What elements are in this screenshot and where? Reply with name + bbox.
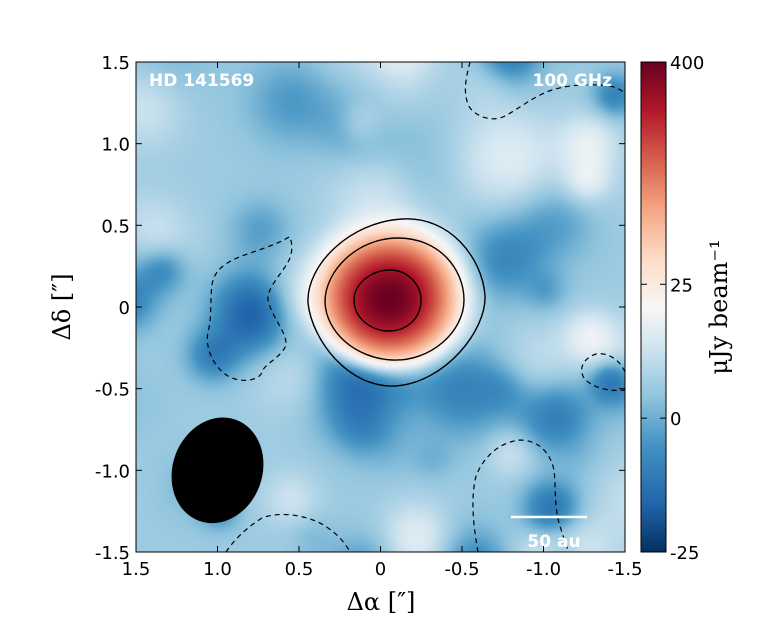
contour-inner: [353, 269, 422, 332]
frequency-label: 100 GHz: [533, 71, 613, 91]
y-tick-label: -1.0: [95, 461, 130, 482]
x-tick-label: 0.5: [285, 559, 314, 580]
x-tick-label: -1.5: [607, 559, 642, 580]
colorbar-tick-label: -25: [670, 543, 699, 564]
colorbar: [640, 61, 667, 553]
y-tick-label: 0: [119, 298, 130, 319]
contour-layer: [206, 62, 625, 552]
object-label: HD 141569: [149, 71, 254, 91]
y-tick-label: -0.5: [95, 380, 130, 401]
colorbar-tick-label: 400: [670, 53, 704, 74]
y-axis-ticks: 1.5 1.0 0.5 0 -0.5 -1.0 -1.5: [95, 53, 625, 564]
contour-dashed-topright: [464, 62, 625, 120]
x-tick-label: 0: [375, 559, 386, 580]
contour-dashed-bottomright: [472, 439, 569, 552]
contour-middle: [324, 237, 465, 361]
contour-dashed-right: [581, 353, 625, 392]
colorbar-tick-label: 25: [670, 275, 693, 296]
x-tick-label: -1.0: [526, 559, 561, 580]
x-tick-label: 1.0: [203, 559, 232, 580]
y-tick-label: 1.5: [101, 53, 130, 74]
colorbar-ticks: 400 25 0 -25: [641, 53, 704, 564]
y-tick-label: 1.0: [101, 135, 130, 156]
y-axis-label: Δδ [″]: [48, 273, 76, 340]
contour-dashed-left: [206, 236, 293, 381]
colorbar-label: μJy beam⁻¹: [705, 239, 733, 374]
x-axis-ticks: 1.5 1.0 0.5 0 -0.5 -1.0 -1.5: [122, 62, 643, 580]
colorbar-tick-label: 0: [670, 409, 681, 430]
scale-bar-label: 50 au: [527, 532, 580, 552]
x-tick-label: 1.5: [122, 559, 151, 580]
y-tick-label: -1.5: [95, 543, 130, 564]
x-tick-label: -0.5: [444, 559, 479, 580]
x-axis-label: Δα [″]: [347, 588, 416, 616]
contour-outer: [307, 218, 486, 387]
y-tick-label: 0.5: [101, 216, 130, 237]
beam-ellipse: [171, 417, 264, 524]
